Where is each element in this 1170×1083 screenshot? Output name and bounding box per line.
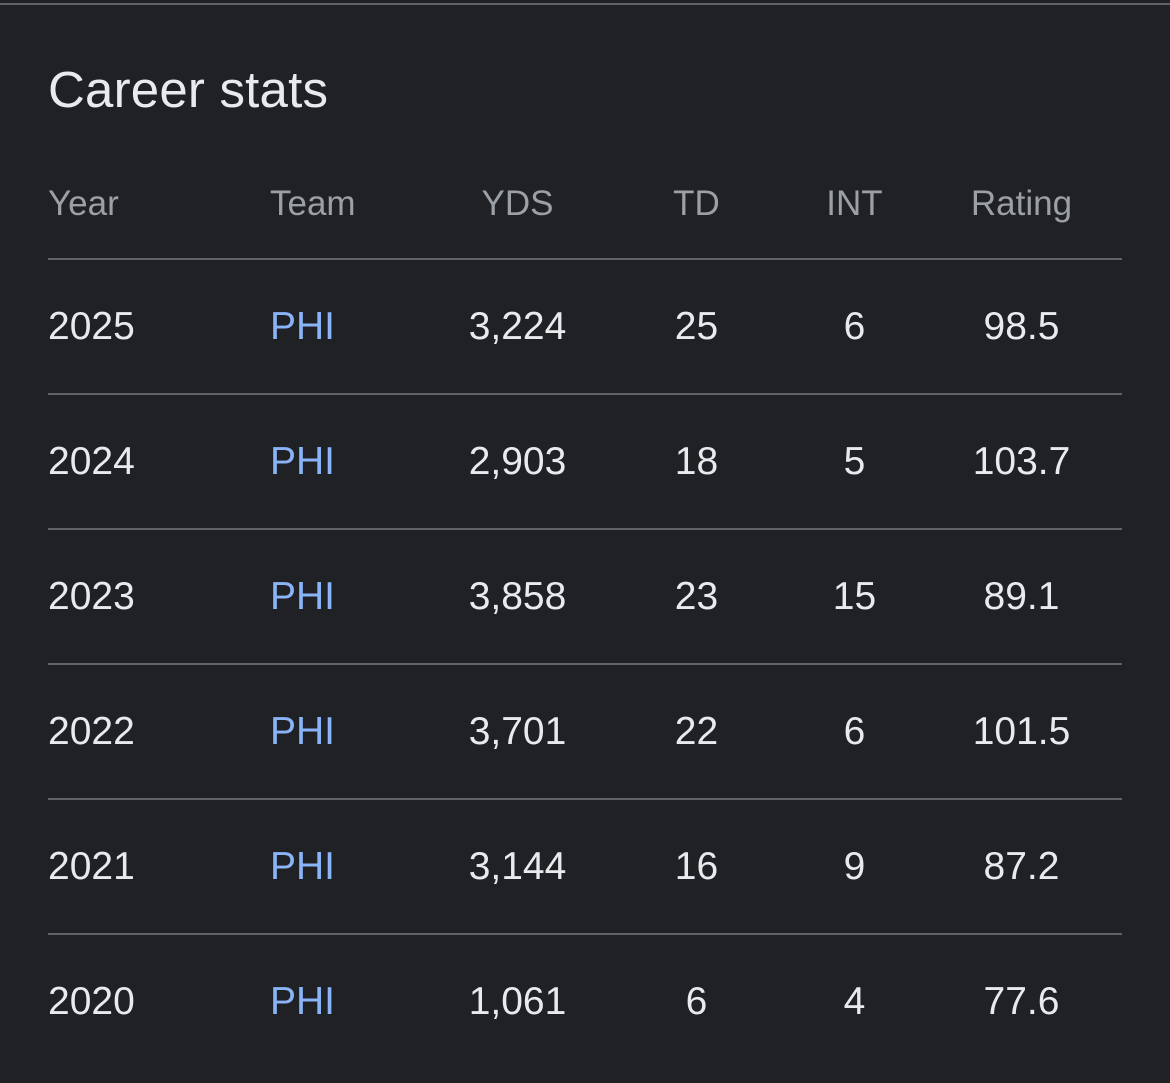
team-link[interactable]: PHI	[270, 709, 336, 753]
cell-yds: 3,701	[430, 664, 605, 800]
cell-td: 23	[605, 529, 788, 665]
cell-int: 15	[788, 529, 921, 665]
top-divider	[0, 3, 1170, 5]
cell-td: 6	[685, 979, 708, 1023]
cell-year: 2024	[48, 394, 270, 530]
cell-yds: 1,061	[468, 979, 567, 1023]
cell-yds: 3,224	[430, 259, 605, 395]
cell-yds: 3,858	[430, 529, 605, 665]
table-header: Year Team YDS TD INT Rating	[48, 150, 1122, 260]
table-row: 2025 PHI 3,224 25 6 98.5	[48, 259, 1122, 395]
team-link[interactable]: PHI	[270, 574, 336, 618]
cell-td: 18	[605, 394, 788, 530]
cell-rating: 103.7	[921, 394, 1122, 530]
cell-yds: 2,903	[430, 394, 605, 530]
table-body: 2025 PHI 3,224 25 6 98.5 2024 PHI 2,903 …	[48, 259, 1122, 1068]
team-link[interactable]: PHI	[270, 304, 336, 348]
cell-rating: 77.6	[983, 979, 1060, 1023]
career-stats-table: Year Team YDS TD INT Rating 2025 PHI 3,2…	[48, 150, 1122, 1068]
cell-rating: 98.5	[921, 259, 1122, 395]
column-header-team: Team	[270, 150, 430, 260]
table-row: 2021 PHI 3,144 16 9 87.2	[48, 799, 1122, 935]
table-row: 2023 PHI 3,858 23 15 89.1	[48, 529, 1122, 665]
column-header-int: INT	[788, 150, 921, 260]
team-link[interactable]: PHI	[270, 844, 336, 888]
cell-rating: 87.2	[921, 799, 1122, 935]
header-row: Year Team YDS TD INT Rating	[48, 150, 1122, 260]
cell-year: 2023	[48, 529, 270, 665]
cell-int: 6	[788, 259, 921, 395]
cell-yds: 3,144	[430, 799, 605, 935]
cell-year: 2020	[48, 979, 135, 1023]
cell-int: 4	[843, 979, 866, 1023]
cell-year: 2025	[48, 259, 270, 395]
cell-year: 2022	[48, 664, 270, 800]
cell-td: 16	[605, 799, 788, 935]
team-link[interactable]: PHI	[270, 979, 336, 1023]
cell-td: 25	[605, 259, 788, 395]
cell-int: 9	[788, 799, 921, 935]
cell-td: 22	[605, 664, 788, 800]
column-header-yds: YDS	[430, 150, 605, 260]
column-header-rating: Rating	[921, 150, 1122, 260]
cell-int: 6	[788, 664, 921, 800]
column-header-td: TD	[605, 150, 788, 260]
team-link[interactable]: PHI	[270, 439, 336, 483]
cell-rating: 89.1	[921, 529, 1122, 665]
table-row: 2024 PHI 2,903 18 5 103.7	[48, 394, 1122, 530]
cell-rating: 101.5	[921, 664, 1122, 800]
table-row: 2022 PHI 3,701 22 6 101.5	[48, 664, 1122, 800]
cell-int: 5	[788, 394, 921, 530]
cell-year: 2021	[48, 799, 270, 935]
table-row: 2020 PHI 1,061 6 4 77.6	[48, 934, 1122, 1068]
section-title: Career stats	[48, 61, 329, 118]
column-header-year: Year	[48, 150, 270, 260]
